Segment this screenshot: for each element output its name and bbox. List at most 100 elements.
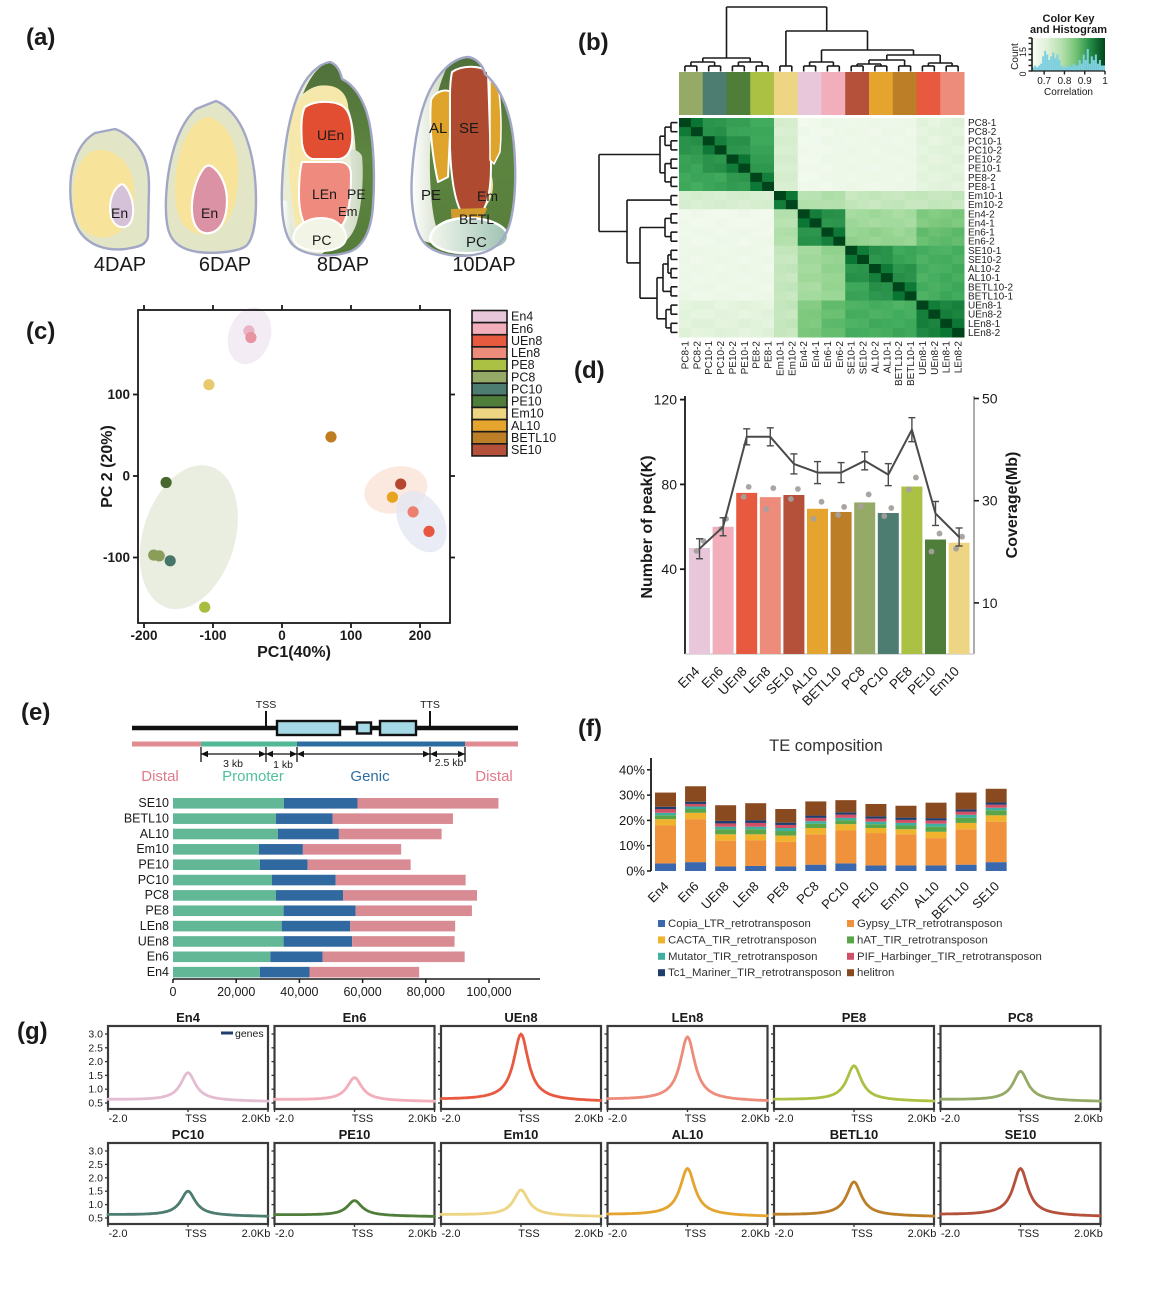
svg-text:PE8: PE8 <box>511 358 535 372</box>
svg-text:PIF_Harbinger_TIR_retrotranspo: PIF_Harbinger_TIR_retrotransposon <box>857 951 1042 963</box>
svg-text:0: 0 <box>278 628 286 643</box>
svg-text:BETL10: BETL10 <box>124 811 169 825</box>
svg-text:Gypsy_LTR_retrotransposon: Gypsy_LTR_retrotransposon <box>857 918 1002 930</box>
svg-text:PC8: PC8 <box>1008 1010 1033 1025</box>
svg-text:0: 0 <box>170 985 177 999</box>
svg-text:Em: Em <box>338 204 358 219</box>
svg-text:BETL10-2: BETL10-2 <box>968 282 1013 293</box>
svg-text:-100: -100 <box>103 550 130 565</box>
svg-text:UEn8-2: UEn8-2 <box>968 310 1002 321</box>
svg-text:LEn8-2: LEn8-2 <box>968 328 1001 339</box>
svg-text:-2.0: -2.0 <box>941 1113 960 1125</box>
svg-text:Genic: Genic <box>350 768 390 785</box>
svg-text:En4: En4 <box>147 965 169 979</box>
svg-text:En4: En4 <box>176 1010 201 1025</box>
svg-text:UEn: UEn <box>317 127 344 143</box>
svg-text:TSS: TSS <box>1018 1228 1039 1240</box>
svg-text:SE10: SE10 <box>1005 1127 1037 1142</box>
svg-text:(b): (b) <box>578 29 609 56</box>
svg-text:En6-1: En6-1 <box>968 228 995 239</box>
svg-text:-2.0: -2.0 <box>775 1113 794 1125</box>
svg-text:PC8-1: PC8-1 <box>968 118 997 129</box>
svg-text:AL10: AL10 <box>672 1127 704 1142</box>
svg-text:AL10-1: AL10-1 <box>882 341 893 374</box>
svg-text:PE8-1: PE8-1 <box>764 341 775 369</box>
svg-text:PE: PE <box>347 186 366 202</box>
svg-text:LEn8: LEn8 <box>140 919 169 933</box>
svg-text:2.5: 2.5 <box>88 1042 103 1054</box>
svg-text:LEn8-1: LEn8-1 <box>968 319 1001 330</box>
svg-text:TSS: TSS <box>256 699 276 711</box>
svg-text:Em10-2: Em10-2 <box>787 341 798 376</box>
svg-text:TSS: TSS <box>685 1228 706 1240</box>
svg-text:Em10-1: Em10-1 <box>968 191 1003 202</box>
svg-text:BETL10-1: BETL10-1 <box>968 291 1013 302</box>
svg-text:Em10: Em10 <box>511 407 544 421</box>
svg-text:TSS: TSS <box>685 1113 706 1125</box>
svg-text:2.0Kb: 2.0Kb <box>741 1113 770 1125</box>
svg-text:1.0: 1.0 <box>88 1084 103 1096</box>
svg-text:50: 50 <box>982 391 998 407</box>
svg-text:0.5: 0.5 <box>88 1098 103 1110</box>
svg-text:PC8-2: PC8-2 <box>692 341 703 370</box>
svg-text:Color Key: Color Key <box>1043 13 1096 25</box>
svg-text:PE: PE <box>421 187 441 204</box>
svg-text:PC: PC <box>312 232 331 248</box>
svg-text:BETL10-2: BETL10-2 <box>894 341 905 386</box>
svg-text:2.0: 2.0 <box>88 1056 103 1068</box>
svg-text:helitron: helitron <box>857 967 894 979</box>
svg-text:En: En <box>201 205 218 221</box>
svg-text:200: 200 <box>409 628 432 643</box>
svg-text:20%: 20% <box>619 813 645 828</box>
svg-text:120: 120 <box>654 392 678 408</box>
svg-text:TSS: TSS <box>185 1228 206 1240</box>
svg-text:PC10: PC10 <box>138 873 169 887</box>
svg-text:100: 100 <box>340 628 363 643</box>
svg-text:Distal: Distal <box>141 768 179 785</box>
svg-text:-2.0: -2.0 <box>442 1228 461 1240</box>
svg-text:0.5: 0.5 <box>88 1213 103 1225</box>
svg-text:PC8-2: PC8-2 <box>968 127 997 138</box>
svg-text:3 kb: 3 kb <box>223 758 243 770</box>
svg-text:-2.0: -2.0 <box>275 1228 294 1240</box>
svg-text:Number of peak(K): Number of peak(K) <box>639 455 656 598</box>
svg-text:2.0Kb: 2.0Kb <box>408 1228 437 1240</box>
svg-text:100: 100 <box>107 387 130 402</box>
svg-text:40,000: 40,000 <box>280 985 318 999</box>
svg-text:SE10: SE10 <box>138 796 169 810</box>
svg-text:2.0Kb: 2.0Kb <box>575 1113 604 1125</box>
svg-text:TSS: TSS <box>185 1113 206 1125</box>
svg-text:LEn8-2: LEn8-2 <box>954 341 965 374</box>
svg-text:AL10: AL10 <box>511 419 540 433</box>
svg-text:SE10-1: SE10-1 <box>847 341 858 375</box>
svg-text:2.0Kb: 2.0Kb <box>908 1228 937 1240</box>
svg-text:TSS: TSS <box>851 1228 872 1240</box>
svg-text:PC8-1: PC8-1 <box>680 341 691 370</box>
svg-text:2.0Kb: 2.0Kb <box>575 1228 604 1240</box>
svg-text:(f): (f) <box>578 715 602 742</box>
svg-text:30: 30 <box>982 493 998 509</box>
svg-text:PE8-1: PE8-1 <box>968 182 996 193</box>
svg-text:PC10-2: PC10-2 <box>968 145 1002 156</box>
svg-text:PC8: PC8 <box>145 888 169 902</box>
svg-text:TTS: TTS <box>420 699 440 711</box>
svg-text:Em10: Em10 <box>136 842 169 856</box>
svg-text:UEn8-1: UEn8-1 <box>968 301 1002 312</box>
svg-text:Em10-1: Em10-1 <box>775 341 786 376</box>
svg-text:0.8: 0.8 <box>1057 76 1071 87</box>
svg-text:TSS: TSS <box>1018 1113 1039 1125</box>
svg-text:En4-2: En4-2 <box>799 341 810 368</box>
svg-text:(c): (c) <box>26 318 55 345</box>
svg-text:Promoter: Promoter <box>222 768 284 785</box>
svg-text:Em: Em <box>477 188 498 204</box>
svg-text:1.5: 1.5 <box>88 1070 103 1082</box>
svg-text:1.0: 1.0 <box>88 1199 103 1211</box>
svg-text:PC8: PC8 <box>511 370 535 384</box>
svg-text:-2.0: -2.0 <box>608 1228 627 1240</box>
svg-text:PC: PC <box>466 234 487 251</box>
svg-text:SE: SE <box>459 120 479 137</box>
svg-text:Count: Count <box>1010 43 1021 70</box>
svg-text:2.0Kb: 2.0Kb <box>1074 1113 1103 1125</box>
svg-text:10: 10 <box>982 595 998 611</box>
svg-text:TE composition: TE composition <box>769 737 883 755</box>
